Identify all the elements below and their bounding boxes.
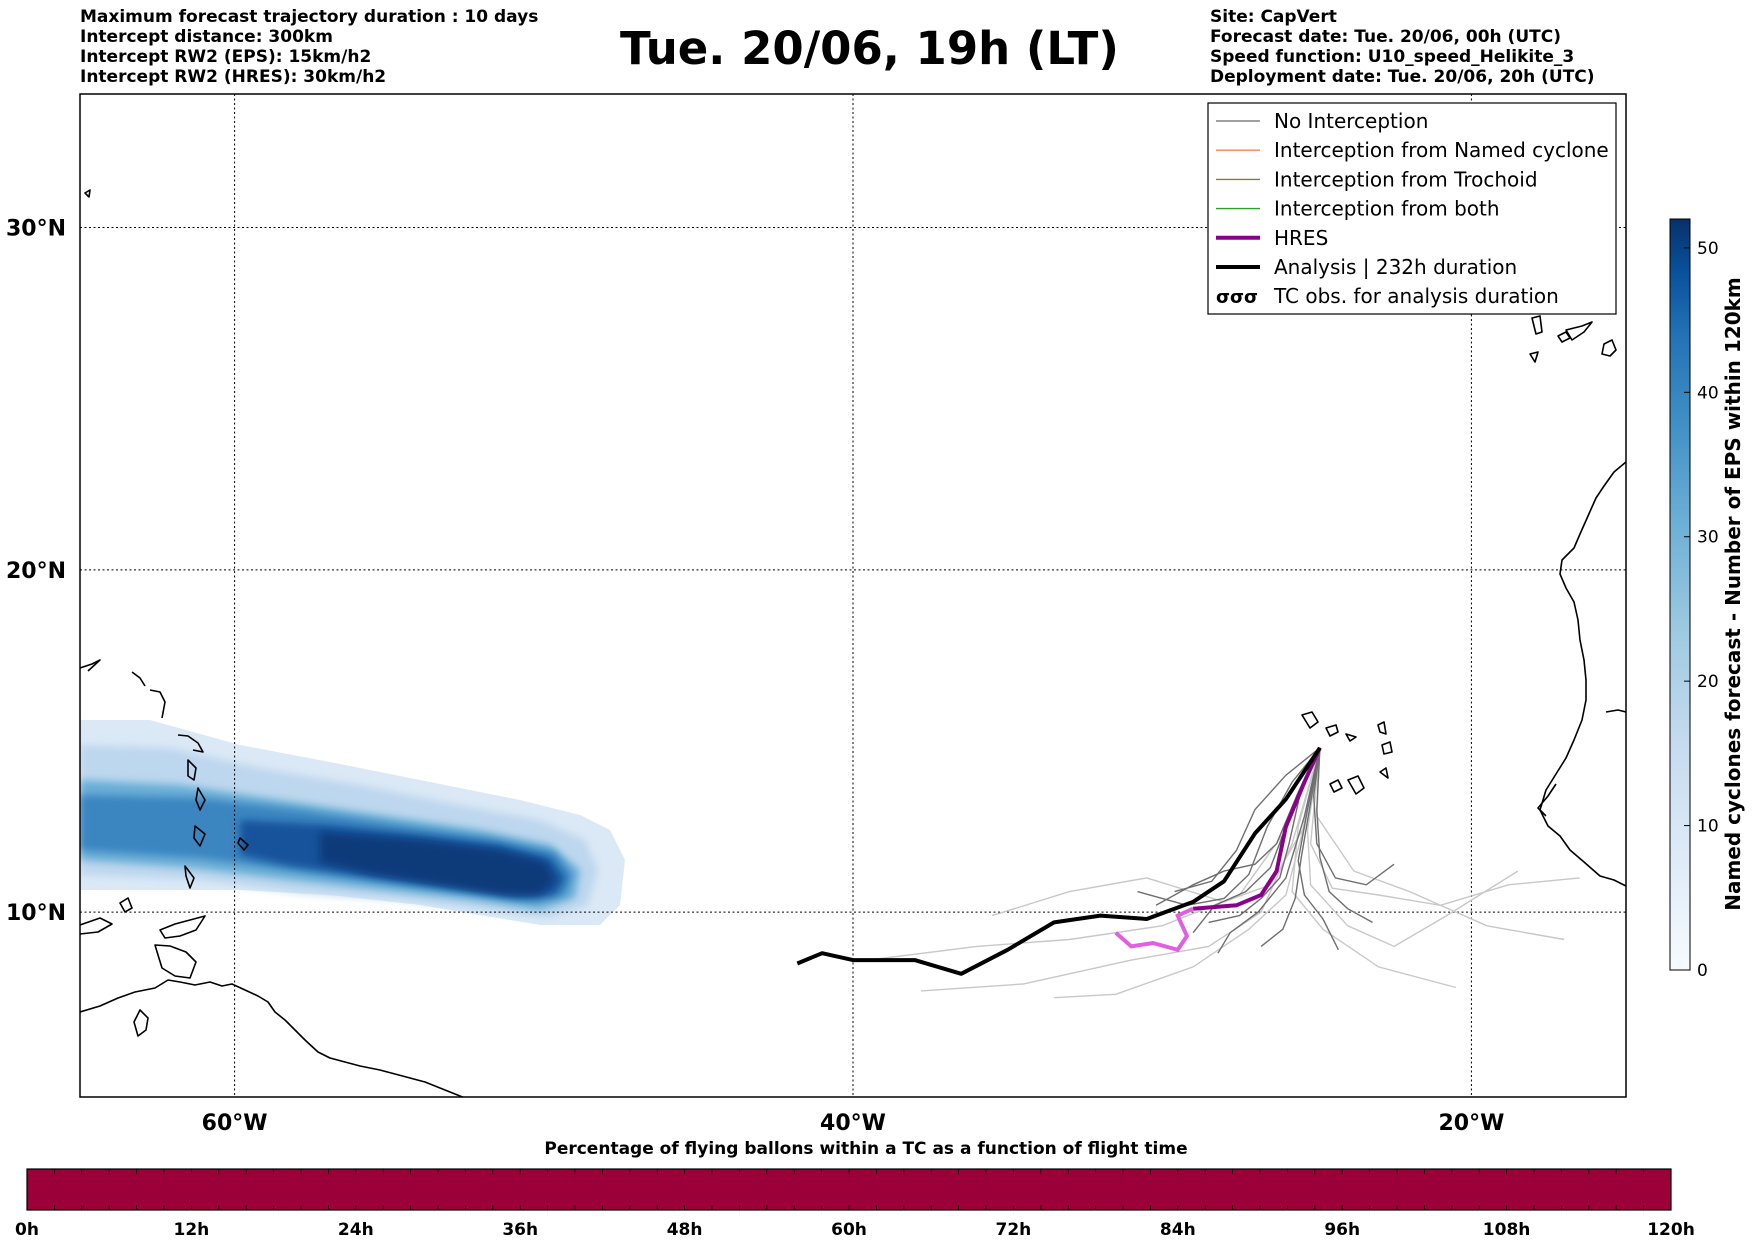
longitude-labels: 60°W 40°W 20°W: [202, 1111, 1505, 1136]
flight-time-tick-label: 108h: [1483, 1220, 1531, 1240]
legend-label: Analysis | 232h duration: [1274, 255, 1517, 279]
flight-time-bar-ticks: 0h 12h 24h 36h 48h 60h 72h 84h 96h 108h 120h: [15, 1220, 1695, 1240]
colorbar: 0 10 20 30 40 50 Named cyclones forecast - Nu…: [1669, 218, 1745, 981]
flight-time-tick-label: 12h: [174, 1220, 210, 1240]
flight-time-tick-label: 84h: [1160, 1220, 1196, 1240]
header-right-line: Forecast date: Tue. 20/06, 00h (UTC): [1210, 27, 1561, 47]
legend-label: Interception from Named cyclone: [1274, 138, 1609, 162]
lon-tick-label: 40°W: [820, 1111, 886, 1136]
cyclone-density-field: [80, 720, 625, 925]
tc-symbol-icon: σσσ: [1216, 287, 1258, 308]
colorbar-tick-label: 40: [1697, 383, 1719, 403]
eps-trajectory-light: [920, 747, 1321, 992]
flight-time-tick-label: 36h: [502, 1220, 538, 1240]
eps-trajectory: [1260, 747, 1321, 947]
header-info-left: Maximum forecast trajectory duration : 1…: [80, 7, 538, 87]
flight-time-tick-label: 96h: [1324, 1220, 1360, 1240]
hres-trajectory-line-late: [1114, 906, 1194, 953]
flight-time-tick-label: 72h: [996, 1220, 1032, 1240]
legend-label: No Interception: [1274, 109, 1428, 133]
eps-trajectory: [1217, 747, 1321, 954]
colorbar-tick-label: 30: [1697, 528, 1719, 548]
header-left-line: Intercept RW2 (EPS): 15km/h2: [80, 47, 372, 67]
legend-label: Interception from both: [1274, 197, 1500, 221]
eps-trajectory-light: [1053, 747, 1321, 999]
lat-tick-label: 20°N: [6, 559, 66, 584]
legend-label: HRES: [1274, 226, 1328, 250]
map-area: [80, 94, 1626, 1097]
eps-trajectory: [1312, 747, 1395, 886]
header-left-line: Intercept distance: 300km: [80, 27, 333, 47]
colorbar-tick-label: 20: [1697, 672, 1719, 692]
eps-trajectory: [1316, 747, 1373, 924]
flight-time-tick-label: 60h: [831, 1220, 867, 1240]
coastlines: [80, 189, 1626, 1097]
lon-tick-label: 60°W: [202, 1111, 268, 1136]
header-right-line: Site: CapVert: [1210, 7, 1337, 27]
flight-time-tick-label: 48h: [667, 1220, 703, 1240]
flight-time-bar-minor-ticks: [54, 1169, 1644, 1210]
legend-label: Interception from Trochoid: [1274, 167, 1538, 191]
flight-time-tick-label: 24h: [338, 1220, 374, 1240]
colorbar-ticks: 0 10 20 30 40 50: [1684, 239, 1719, 981]
colorbar-gradient: [1669, 218, 1691, 971]
analysis-trajectory: [796, 746, 1322, 976]
flight-time-bar: Percentage of flying ballons within a TC…: [15, 1139, 1695, 1240]
lat-tick-label: 30°N: [6, 217, 66, 242]
header-info-right: Site: CapVert Forecast date: Tue. 20/06,…: [1210, 7, 1595, 87]
flight-time-tick-label: 120h: [1647, 1220, 1695, 1240]
eps-trajectory: [1174, 747, 1321, 893]
legend-label: TC obs. for analysis duration: [1273, 284, 1559, 308]
eps-trajectory-light: [1309, 747, 1580, 907]
header-left-line: Maximum forecast trajectory duration : 1…: [80, 7, 539, 27]
colorbar-tick-label: 0: [1697, 961, 1708, 981]
colorbar-tick-label: 50: [1697, 239, 1719, 259]
header-right-line: Deployment date: Tue. 20/06, 20h (UTC): [1210, 67, 1595, 87]
latitude-labels: 10°N 20°N 30°N: [6, 217, 66, 927]
eps-trajectory-light: [1291, 747, 1457, 989]
legend-box: [1207, 102, 1617, 315]
header-right-line: Speed function: U10_speed_Helikite_3: [1210, 47, 1575, 67]
hres-trajectory: [1114, 746, 1322, 953]
page-title: Tue. 20/06, 19h (LT): [620, 22, 1119, 75]
header-left-line: Intercept RW2 (HRES): 30km/h2: [80, 67, 387, 87]
map-frame: [79, 93, 1627, 1098]
lat-tick-label: 10°N: [6, 901, 66, 926]
lon-tick-label: 20°W: [1438, 1111, 1504, 1136]
colorbar-tick-label: 10: [1697, 817, 1719, 837]
legend: No Interception Interception from Named c…: [1207, 102, 1617, 315]
hres-trajectory-line: [1192, 746, 1322, 911]
eps-trajectory-light: [1306, 747, 1519, 948]
analysis-trajectory-line: [796, 746, 1322, 976]
flight-time-bar-fill: [26, 1168, 1672, 1211]
flight-time-tick-label: 0h: [15, 1220, 39, 1240]
eps-trajectory: [1297, 747, 1340, 951]
colorbar-label: Named cyclones forecast - Number of EPS …: [1721, 277, 1745, 911]
flight-time-bar-title: Percentage of flying ballons within a TC…: [544, 1139, 1187, 1159]
